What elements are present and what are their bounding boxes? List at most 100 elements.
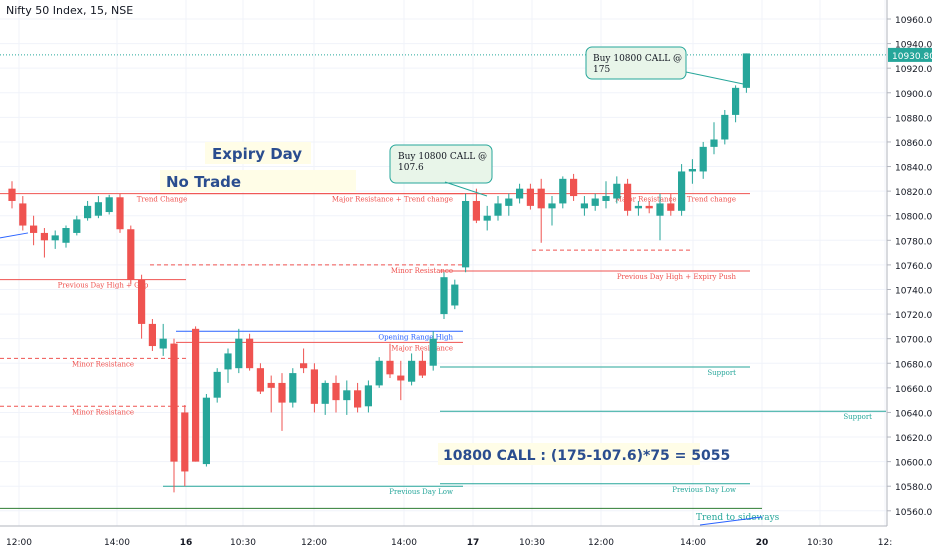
candle-body [94,202,102,216]
callout-text: Buy 10800 CALL @ [593,54,682,64]
candle-body [289,373,297,403]
level-label: Major Resistance + Trend change [615,196,736,204]
y-tick-label: 10820.00 [895,188,932,198]
candle-body [300,363,308,369]
callout-text: 175 [593,65,610,75]
candles [8,53,750,493]
y-tick-label: 10940.00 [895,41,932,51]
y-tick-label: 10600.00 [895,459,932,469]
candle-body [602,196,610,201]
x-tick-label: 20 [756,538,769,548]
time-axis: 12:00 14:00 16 10:30 12:00 14:00 17 10:30 12:00 1… [0,525,892,548]
candle-body [278,382,286,403]
candle-body [148,323,156,347]
candle-body [51,235,59,241]
price-axis: 10960.00 10940.00 10920.00 10900.00 10880.00… [886,0,932,526]
candle-body [537,188,545,209]
level-label: Previous Day Low [389,488,453,496]
candle-body [62,228,70,243]
last-price-label: 10930.80 [892,52,932,62]
candle-body [310,369,318,404]
x-tick-label: 16 [180,538,193,548]
candle-body [462,200,470,268]
candle-body [440,277,448,315]
candle-body [624,183,632,211]
candle-body [40,232,48,241]
y-tick-label: 10560.00 [895,508,932,518]
y-tick-label: 10920.00 [895,65,932,75]
y-tick-label: 10800.00 [895,213,932,223]
candle-body [202,397,210,465]
trend-sideways-label: Trend to sideways [696,513,780,523]
candle-body [343,390,351,401]
candle-body [181,412,189,472]
expiry-day-label: Expiry Day [212,145,302,163]
candle-body [483,215,491,221]
y-tick-label: 10840.00 [895,164,932,174]
expiry-day-box [205,142,311,164]
candle-body [656,203,664,216]
candle-body [678,171,686,211]
candle-body [516,188,524,199]
level-label: Previous Day High + Gap [58,282,149,290]
level-label: Minor Resistance [72,360,134,368]
trend-sideways-line [699,516,763,526]
candle-body [246,338,254,369]
candle-body [721,114,729,140]
candle-body [548,203,556,209]
candle-body [667,203,675,211]
x-tick-label: 12:00 [301,538,327,548]
candle-body [732,87,740,115]
x-tick-label: 10:30 [519,538,545,548]
y-tick-label: 10880.00 [895,114,932,124]
candle-body [559,178,567,204]
candle-body [408,360,416,382]
level-label: Trend Change [137,196,188,204]
candle-body [8,188,16,201]
candle-body [30,225,38,233]
candle-body [429,338,437,366]
candle-body [192,328,200,462]
candle-body [116,197,124,230]
y-tick-label: 10780.00 [895,237,932,247]
candle-body [386,360,394,375]
y-tick-label: 10740.00 [895,286,932,296]
level-label: Previous Day High + Expiry Push [617,273,737,281]
candle-body [613,183,621,199]
y-tick-label: 10660.00 [895,385,932,395]
callout-box [585,46,687,80]
candle-body [224,353,232,370]
candle-body [73,219,81,233]
y-tick-label: 10580.00 [895,483,932,493]
callout-pointer [685,71,749,86]
y-tick-label: 10720.00 [895,311,932,321]
candle-body [354,390,362,408]
candle-body [19,203,27,226]
candle-body [267,382,275,388]
candle-body [127,229,135,280]
no-trade-box [160,170,356,192]
candle-body [159,338,167,349]
x-tick-label: 10:30 [807,538,833,548]
level-label: Support [707,369,736,377]
candle-body [256,368,264,392]
level-lines: Trend Change Major Resistance + Trend cha… [0,54,887,509]
candle-body [591,198,599,206]
candle-body [332,382,340,401]
x-tick-label: 12:00 [588,538,614,548]
level-label: Minor Resistance [72,408,134,416]
x-tick-label: 14:00 [104,538,130,548]
level-label: Support [843,413,872,421]
candle-body [84,205,92,219]
callout-text: 107.6 [398,163,424,173]
level-label: Major Resistance + Trend change [332,196,453,204]
candle-body [105,197,113,213]
level-line [0,232,29,239]
y-tick-label: 10700.00 [895,336,932,346]
candle-body [138,279,146,324]
candle-body [451,284,459,306]
y-tick-label: 10640.00 [895,409,932,419]
